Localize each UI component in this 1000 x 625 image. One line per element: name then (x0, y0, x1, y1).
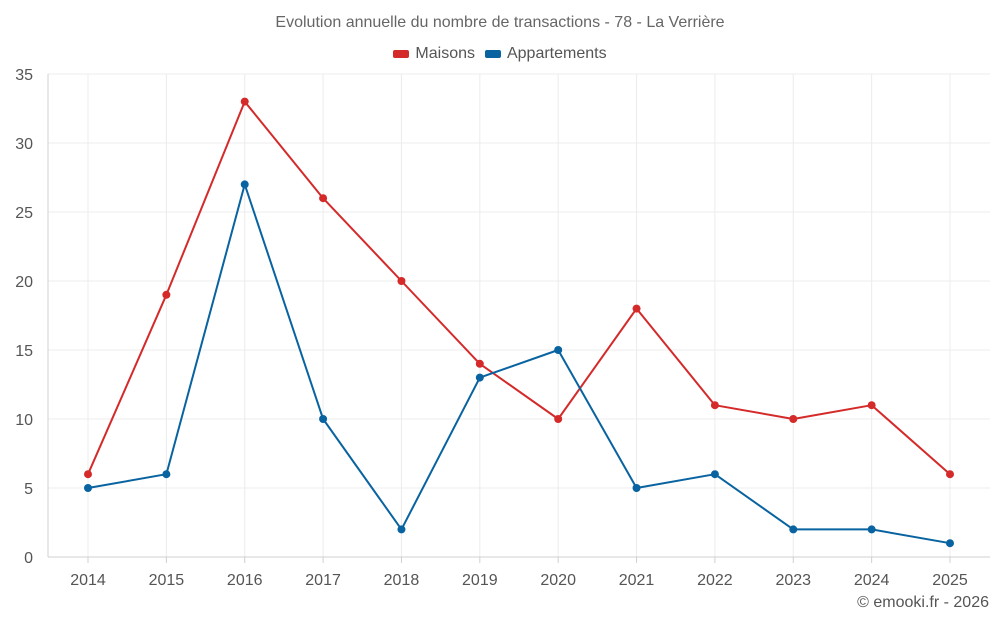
data-point-appartements (162, 470, 171, 479)
legend-label-appartements: Appartements (506, 45, 607, 62)
data-point-appartements (867, 525, 876, 534)
chart-legend: Maisons Appartements (0, 45, 1000, 63)
x-tick-label: 2014 (70, 572, 106, 589)
data-point-appartements (710, 470, 719, 479)
data-point-maisons (475, 359, 484, 368)
data-point-appartements (946, 539, 954, 548)
data-point-maisons (789, 415, 798, 423)
x-tick-label: 2016 (227, 572, 263, 589)
data-point-appartements (397, 525, 406, 534)
y-tick-label: 25 (15, 205, 33, 222)
y-tick-label: 15 (15, 343, 33, 360)
x-tick-label: 2022 (697, 572, 733, 589)
x-tick-label: 2015 (149, 572, 185, 589)
legend-item-maisons[interactable]: Maisons (393, 45, 475, 63)
grid-lines (48, 73, 990, 558)
data-point-maisons (632, 304, 641, 313)
data-point-appartements (554, 346, 563, 354)
y-tick-label: 0 (24, 550, 33, 567)
data-point-appartements (789, 525, 798, 534)
y-tick-label: 30 (15, 136, 33, 153)
data-point-maisons (946, 470, 954, 479)
data-point-maisons (397, 277, 406, 285)
y-tick-label: 20 (15, 274, 33, 291)
data-point-maisons (710, 401, 719, 410)
y-tick-label: 5 (24, 481, 33, 498)
legend-swatch-maisons (393, 50, 410, 58)
legend-swatch-appartements (484, 50, 501, 58)
y-tick-label: 35 (15, 67, 33, 84)
data-point-maisons (554, 415, 563, 423)
data-point-appartements (319, 415, 328, 423)
x-tick-label: 2025 (932, 572, 968, 589)
x-tick-label: 2024 (854, 572, 890, 589)
legend-label-maisons: Maisons (415, 45, 475, 62)
x-tick-label: 2017 (305, 572, 341, 589)
data-point-appartements (632, 484, 641, 492)
x-tick-label: 2023 (775, 572, 811, 589)
x-tick-label: 2019 (462, 572, 498, 589)
x-tick-label: 2020 (540, 572, 576, 589)
series-line-appartements (87, 183, 951, 545)
data-point-maisons (162, 290, 171, 299)
series-line-maisons (87, 100, 951, 475)
chart-title: Evolution annuelle du nombre de transact… (275, 14, 725, 31)
data-point-appartements (240, 180, 249, 189)
data-point-maisons (867, 401, 876, 410)
series-lines (87, 100, 951, 545)
data-point-maisons (319, 194, 328, 203)
x-tick-label: 2021 (619, 572, 655, 589)
data-point-appartements (475, 373, 484, 382)
x-tick-label: 2018 (384, 572, 420, 589)
y-tick-label: 10 (15, 412, 33, 429)
data-point-appartements (84, 484, 92, 492)
legend-item-appartements[interactable]: Appartements (484, 45, 607, 63)
copyright-text: © emooki.fr - 2026 (857, 594, 989, 611)
data-points (84, 97, 954, 548)
data-point-maisons (84, 470, 92, 479)
data-point-maisons (240, 97, 249, 106)
